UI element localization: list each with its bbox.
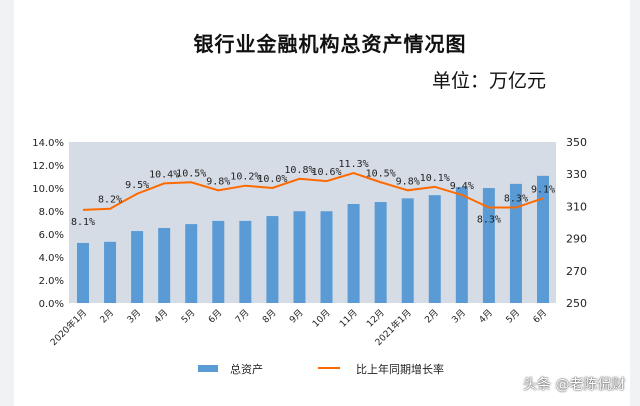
plot-area <box>69 142 556 303</box>
data-label-4: 10.4% <box>149 169 179 180</box>
data-label-6: 9.8% <box>206 176 230 187</box>
left-axis-tick: 12.0% <box>32 161 64 172</box>
bar-15 <box>455 187 468 303</box>
bar-18 <box>537 175 549 303</box>
data-label-2: 8.2% <box>98 195 122 206</box>
left-axis-tick: 14.0% <box>32 138 64 149</box>
right-axis-tick: 250 <box>566 297 587 310</box>
left-axis-tick: 10.0% <box>32 184 64 195</box>
left-axis-tick: 6.0% <box>39 230 64 241</box>
data-label-18: 9.1% <box>531 184 555 195</box>
x-axis-tick: 6月 <box>531 307 549 325</box>
left-axis-tick: 8.0% <box>39 207 64 218</box>
x-axis-tick: 12月 <box>365 307 387 329</box>
chart-title: 银行业金融机构总资产情况图 <box>193 32 467 56</box>
bar-1 <box>77 242 89 303</box>
data-label-16: 8.3% <box>477 215 501 226</box>
data-label-14: 10.1% <box>420 173 450 184</box>
right-axis-tick: 290 <box>566 233 587 246</box>
data-label-13: 9.8% <box>396 176 420 187</box>
data-label-10: 10.6% <box>311 167 341 178</box>
bar-2 <box>104 241 117 303</box>
bar-7 <box>239 220 252 303</box>
x-axis-tick: 2020年1月 <box>48 307 89 348</box>
right-axis-tick: 310 <box>566 200 587 213</box>
bar-10 <box>320 211 333 303</box>
bar-11 <box>347 203 360 303</box>
bar-14 <box>428 195 441 303</box>
bar-17 <box>509 183 522 303</box>
unit-label: 单位：万亿元 <box>432 70 547 92</box>
left-axis-tick: 4.0% <box>39 253 64 264</box>
bar-9 <box>293 211 306 303</box>
bar-16 <box>482 188 495 303</box>
bar-5 <box>185 224 198 303</box>
bar-8 <box>266 216 279 303</box>
x-axis-tick: 5月 <box>504 307 522 325</box>
x-axis-tick: 3月 <box>125 307 143 325</box>
x-axis-tick: 3月 <box>450 307 468 325</box>
bar-6 <box>212 220 225 303</box>
data-label-17: 8.3% <box>504 194 528 205</box>
data-label-7: 10.2% <box>230 172 260 183</box>
bar-12 <box>374 202 387 303</box>
watermark: 头条 @老陈侃财 <box>523 377 626 393</box>
data-label-9: 10.8% <box>284 165 314 176</box>
legend-label-line: 比上年同期增长率 <box>356 362 444 376</box>
legend-swatch-bar <box>198 365 218 372</box>
x-axis-tick: 11月 <box>337 307 359 329</box>
x-axis-tick: 9月 <box>287 307 305 325</box>
x-axis-tick: 4月 <box>477 307 495 325</box>
x-axis-tick: 8月 <box>260 307 278 325</box>
data-label-1: 8.1% <box>71 217 95 228</box>
x-axis-tick: 2月 <box>98 307 116 325</box>
data-label-12: 10.5% <box>366 168 396 179</box>
legend-label-bar: 总资产 <box>230 362 263 376</box>
left-axis-tick: 0.0% <box>39 299 64 310</box>
right-axis-tick: 330 <box>566 168 587 181</box>
right-axis-tick: 350 <box>566 136 587 149</box>
data-label-8: 10.0% <box>257 174 287 185</box>
growth-line <box>82 172 544 211</box>
x-axis-tick: 10月 <box>310 307 332 329</box>
bar-13 <box>401 198 414 303</box>
data-label-15: 9.4% <box>450 181 474 192</box>
page-edge-left <box>0 0 14 406</box>
x-axis-tick: 5月 <box>179 307 197 325</box>
x-axis-tick: 4月 <box>152 307 170 325</box>
left-axis-tick: 2.0% <box>39 276 64 287</box>
data-label-11: 11.3% <box>339 159 369 170</box>
x-axis-tick: 6月 <box>206 307 224 325</box>
data-label-3: 9.5% <box>125 180 149 191</box>
bar-4 <box>158 227 171 303</box>
data-label-5: 10.5% <box>176 168 206 179</box>
x-axis-tick: 2月 <box>423 307 441 325</box>
x-axis-tick: 7月 <box>233 307 251 325</box>
right-axis-tick: 270 <box>566 265 587 278</box>
page-edge-right <box>630 0 640 406</box>
bar-3 <box>131 231 144 303</box>
